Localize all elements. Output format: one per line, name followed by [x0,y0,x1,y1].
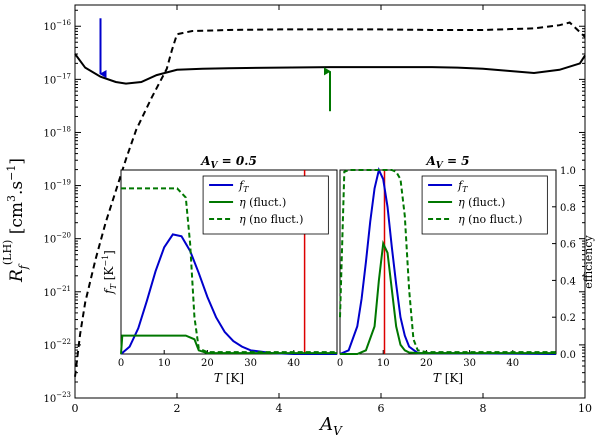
legend-label: η (no fluct.) [458,213,522,226]
main-x-tick-label: 8 [480,402,487,415]
inset-x-tick-label: 10 [377,358,390,369]
inset-series-line [120,334,337,355]
inset-series-line [340,240,556,355]
inset-x-tick-label: 40 [287,358,300,369]
main-x-tick-label: 2 [174,402,181,415]
svg-text:Rf(LH) [cm3.s−1]: Rf(LH) [cm3.s−1] [1,158,30,283]
main-y-tick-label: 10−16 [43,19,71,33]
inset-x-tick-label: 20 [201,358,214,369]
main-y-tick-label: 10−17 [43,72,71,86]
inset-title: AV = 0.5 [200,154,257,171]
svg-text:AV: AV [318,414,343,437]
inset-x-tick-label: 0 [118,358,124,369]
inset-title: AV = 5 [425,154,469,171]
inset-x-axis-label: T [K] [214,371,244,385]
main-series-solid [74,53,586,85]
legend-label: η (fluct.) [458,196,505,209]
inset-right: AV = 5 0 10 20 30 40 T [K] 0.0 0.2 0.4 0.6 0.8 1.0 ef… [337,154,595,385]
main-y-tick-label: 10−23 [43,391,71,405]
inset-y-tick-label: 0.6 [560,240,576,251]
inset-x-tick-label: 30 [463,358,476,369]
inset-y-tick-label: 0.0 [560,350,576,361]
inset-x-axis-label: T [K] [433,371,463,385]
main-y-tick-label: 10−18 [43,125,71,139]
inset-y-axis-label: fT [K−1] [101,250,118,295]
main-y-tick-label: 10−22 [43,338,71,352]
main-x-tick-label: 10 [578,402,592,415]
inset-x-tick-label: 30 [244,358,257,369]
main-y-axis-label: Rf(LH) [cm3.s−1] [1,158,30,283]
inset-y-axis-label: efficiency [582,234,595,288]
inset-left: AV = 0.5 0 10 20 30 40 T [K] fT [K−1] fT η (fluct… [101,154,338,385]
legend-label: η (fluct.) [239,196,286,209]
inset-x-tick-label: 0 [337,358,343,369]
inset-x-tick-label: 10 [158,358,171,369]
inset-x-tick-label: 20 [420,358,433,369]
main-y-tick-label: 10−20 [43,232,71,246]
inset-series-line [120,233,337,355]
inset-y-tick-label: 0.2 [560,313,576,324]
inset-y-tick-label: 1.0 [560,166,576,177]
inset-y-tick-label: 0.4 [560,276,576,287]
legend-label: fT [457,179,468,194]
legend-label: η (no fluct.) [239,213,303,226]
inset-series-line [339,169,556,354]
main-x-tick-label: 0 [72,402,79,415]
legend-label: fT [238,179,249,194]
inset-series-line [339,166,557,355]
inset-y-tick-label: 0.8 [560,203,576,214]
main-y-tick-label: 10−19 [43,179,71,193]
main-x-tick-label: 6 [378,402,385,415]
inset-series-line [121,187,337,354]
inset-x-tick-label: 40 [506,358,519,369]
main-x-axis-label: AV [318,414,343,437]
main-series-dashed [74,21,586,377]
main-y-tick-label: 10−21 [43,285,71,299]
main-x-tick-label: 4 [276,402,283,415]
